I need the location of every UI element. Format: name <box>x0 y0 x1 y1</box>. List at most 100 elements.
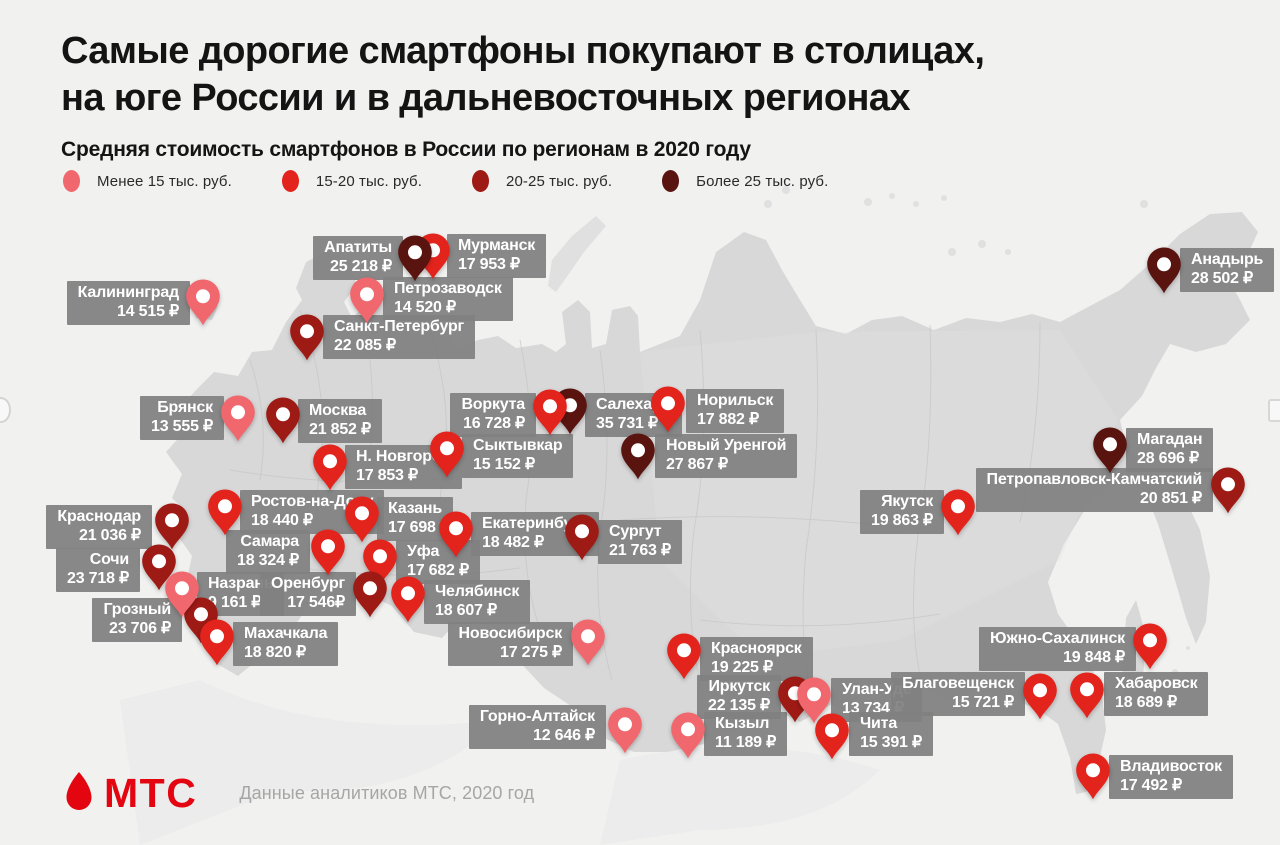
city-price: 18 440 ₽ <box>251 511 313 529</box>
page-title: Самые дорогие смартфоны покупают в столи… <box>61 28 985 122</box>
city-label: Сочи 23 718 ₽ <box>56 548 140 592</box>
city-price: 23 718 ₽ <box>67 569 129 587</box>
city-label: Челябинск 18 607 ₽ <box>424 580 531 624</box>
map-pin-icon <box>218 394 258 446</box>
city-label: Владивосток 17 492 ₽ <box>1109 755 1233 799</box>
city-price: 18 324 ₽ <box>237 551 299 569</box>
city-name: Благовещенск <box>902 675 1014 692</box>
city-name: Краснодар <box>57 508 141 525</box>
city-label: Петропавловск-Камчатский 20 851 ₽ <box>975 468 1213 512</box>
legend-item: 20-25 тыс. руб. <box>472 170 612 192</box>
city-label: Калининград 14 515 ₽ <box>66 281 190 325</box>
map-pin-icon <box>568 618 608 670</box>
city-name: Ростов-на-Дону <box>251 493 374 510</box>
city-price: 27 867 ₽ <box>666 455 728 473</box>
city-price: 25 218 ₽ <box>330 257 392 275</box>
map-pin-icon <box>1130 622 1170 674</box>
city-name: Казань <box>388 500 442 517</box>
legend-label: 20-25 тыс. руб. <box>506 172 613 190</box>
map-pin-icon <box>263 396 303 448</box>
city-name: Горно-Алтайск <box>479 708 595 725</box>
city-name: Якутск <box>881 493 933 510</box>
map-pin-icon <box>152 502 192 554</box>
map-pin-icon <box>530 388 570 440</box>
map-pin-icon <box>668 711 708 763</box>
map-pin-icon <box>1144 246 1184 298</box>
city-price: 18 820 ₽ <box>244 643 306 661</box>
city-price: 15 721 ₽ <box>952 693 1014 711</box>
city-price: 15 391 ₽ <box>860 733 922 751</box>
city-price: 15 152 ₽ <box>473 455 535 473</box>
map-pin-icon <box>183 278 223 330</box>
map-pin-icon <box>1208 466 1248 518</box>
map-pin-icon <box>1073 752 1113 804</box>
city-price: 17 953 ₽ <box>458 255 520 273</box>
city-name: Грозный <box>103 601 171 618</box>
city-label: Норильск 17 882 ₽ <box>686 389 785 433</box>
map-pin-icon <box>287 313 327 365</box>
city-name: Иркутск <box>708 678 770 695</box>
city-price: 20 851 ₽ <box>1140 489 1202 507</box>
map-pin-icon <box>1020 672 1060 724</box>
city-price: 17 698 <box>388 518 436 536</box>
city-label: Новый Уренгой 27 867 ₽ <box>655 434 798 478</box>
city-label: Краснодар 21 036 ₽ <box>46 505 152 549</box>
city-label: Анадырь 28 502 ₽ <box>1180 248 1275 292</box>
city-price: 14 520 ₽ <box>394 298 456 316</box>
legend-dot-icon <box>63 170 80 192</box>
city-label: Кызыл 11 189 ₽ <box>704 712 788 756</box>
city-label: Иркутск 22 135 ₽ <box>697 675 781 719</box>
city-label: Самара 18 324 ₽ <box>226 530 310 574</box>
city-name: Кызыл <box>715 715 770 732</box>
city-price: 28 696 ₽ <box>1137 449 1199 467</box>
city-name: Сыктывкар <box>473 437 563 454</box>
map-pin-icon <box>350 570 390 622</box>
city-label: Мурманск 17 953 ₽ <box>447 234 547 278</box>
city-label: Брянск 13 555 ₽ <box>140 396 224 440</box>
city-label: Петрозаводск 14 520 ₽ <box>383 277 513 321</box>
city-name: Мурманск <box>458 237 536 254</box>
map-pin-icon <box>205 488 245 540</box>
city-name: Сочи <box>89 551 129 568</box>
city-name: Петрозаводск <box>394 280 502 297</box>
map-pin-icon <box>427 430 467 482</box>
map-pin-icon <box>648 385 688 437</box>
city-name: Норильск <box>697 392 774 409</box>
city-name: Красноярск <box>711 640 802 657</box>
city-label: Якутск 19 863 ₽ <box>860 490 944 534</box>
city-label: Горно-Алтайск 12 646 ₽ <box>468 705 606 749</box>
city-label: Новосибирск 17 275 ₽ <box>447 622 573 666</box>
legend-label: Более 25 тыс. руб. <box>696 172 829 190</box>
city-label: Москва 21 852 ₽ <box>298 399 382 443</box>
page-title-line1: Самые дорогие смартфоны покупают в столи… <box>61 30 985 72</box>
city-label: Сургут 21 763 ₽ <box>598 520 682 564</box>
city-label: Южно-Сахалинск 19 848 ₽ <box>978 627 1136 671</box>
data-source-note: Данные аналитиков МТС, 2020 год <box>239 783 535 803</box>
map-pin-icon <box>618 432 658 484</box>
city-price: 17 492 ₽ <box>1120 776 1182 794</box>
city-label: Магадан 28 696 ₽ <box>1126 428 1214 472</box>
city-name: Брянск <box>157 399 213 416</box>
map-pin-icon <box>388 575 428 627</box>
legend-dot-icon <box>281 170 299 192</box>
city-name: Новый Уренгой <box>666 437 787 454</box>
map-pin-icon <box>794 676 834 728</box>
city-name: Петропавловск-Камчатский <box>986 471 1203 488</box>
city-label: Оренбург 17 546₽ <box>260 572 356 616</box>
map-pin-icon <box>436 510 476 562</box>
city-price: 9 161 ₽ <box>208 593 262 611</box>
city-name: Самара <box>240 533 299 550</box>
city-price: 12 646 ₽ <box>533 726 595 744</box>
city-name: Владивосток <box>1120 758 1222 775</box>
city-price: 21 763 ₽ <box>609 541 671 559</box>
city-price: 22 085 ₽ <box>334 336 396 354</box>
city-price: 28 502 ₽ <box>1191 269 1253 287</box>
city-name: Магадан <box>1137 431 1203 448</box>
city-name: Южно-Сахалинск <box>989 630 1125 647</box>
map-pin-icon <box>310 443 350 495</box>
city-name: Челябинск <box>435 583 520 600</box>
city-price: 18 607 ₽ <box>435 601 497 619</box>
map-pin-icon <box>605 706 645 758</box>
city-price: 17 546₽ <box>287 593 345 611</box>
